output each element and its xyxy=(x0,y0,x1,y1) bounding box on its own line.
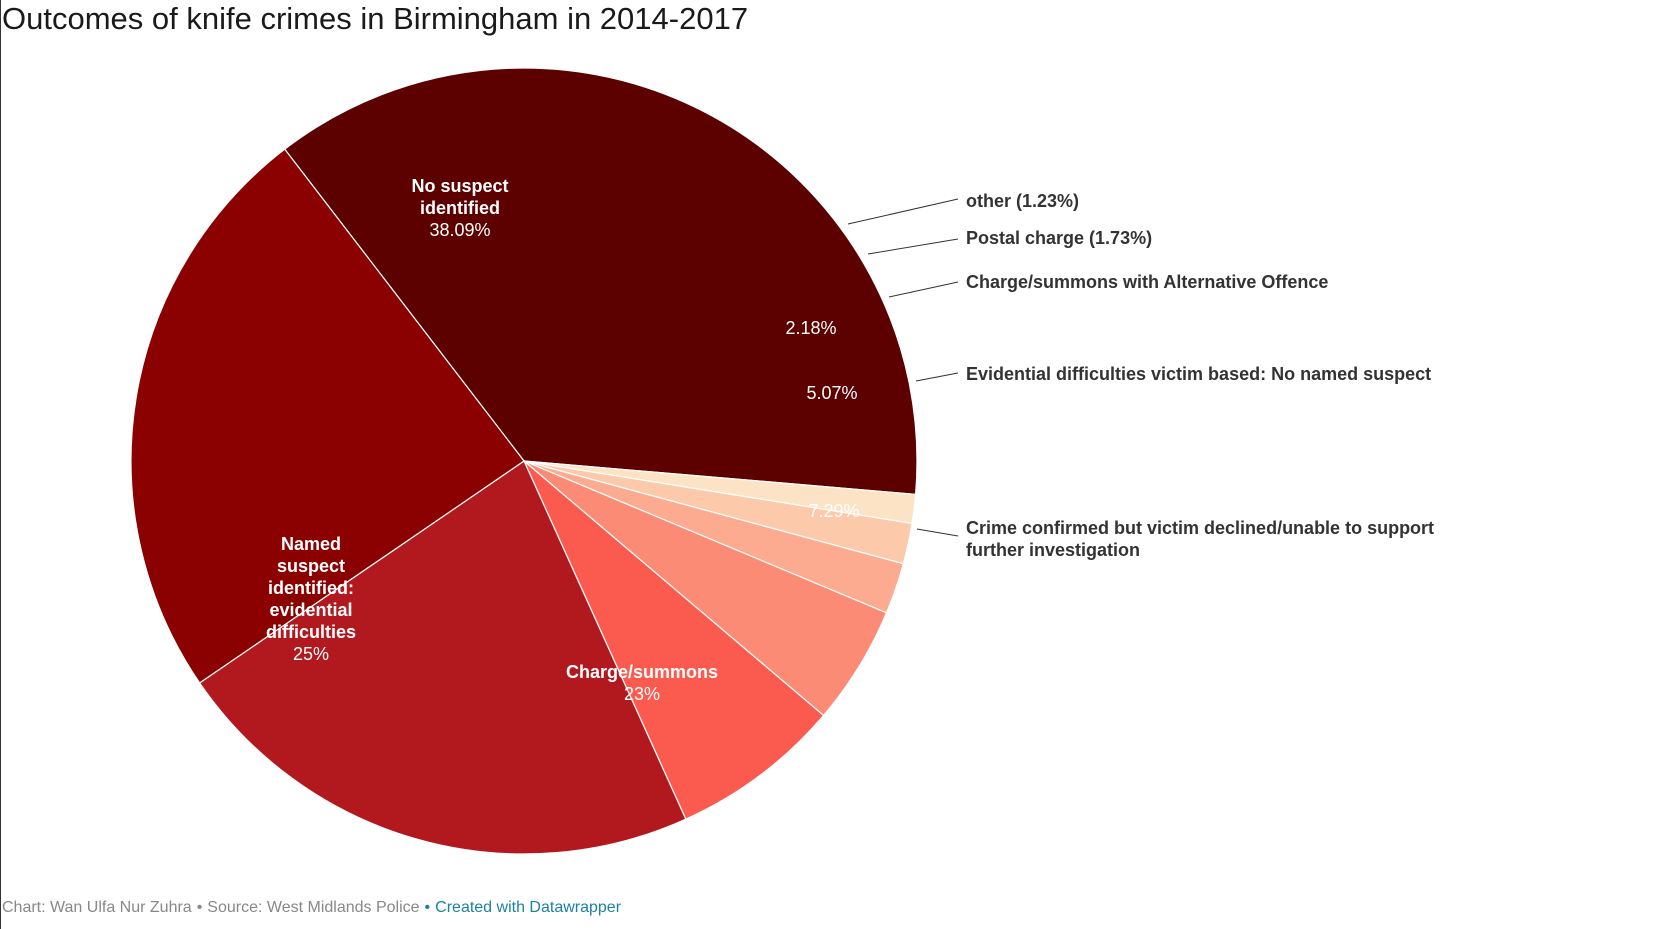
pie-labels: No suspect identified 38.09% 2.18% 5.07% 7.29… xyxy=(266,176,1434,704)
footer-byline: Chart: Wan Ulfa Nur Zuhra xyxy=(2,899,192,916)
pie-slice-crime-confirmed-but-victim-declined-unable-to-support-further-investigation xyxy=(523,460,825,820)
slice-inside-label-charge-summons: Charge/summons 23% xyxy=(566,662,718,704)
frame-edge xyxy=(0,0,1,929)
pie-slice-charge-summons xyxy=(198,460,687,855)
slice-outside-label-evidential-difficulties-victim-based-no-named-suspect: Evidential difficulties victim based: No… xyxy=(966,364,1431,384)
footer-separator-link: • xyxy=(424,899,431,916)
pie-slice-no-suspect-identified xyxy=(283,67,918,496)
slice-outside-label-other: other (1.23%) xyxy=(966,191,1079,211)
datawrapper-link[interactable]: Created with Datawrapper xyxy=(435,899,622,916)
pie-slices xyxy=(130,67,918,855)
slice-outside-label-charge-summons-with-alternative-offence: Charge/summons with Alternative Offence xyxy=(966,272,1328,292)
leader-line-postal-charge xyxy=(867,238,959,255)
leader-line-other xyxy=(847,198,959,225)
footer-separator: • xyxy=(196,899,203,916)
footer-source: Source: West Midlands Police xyxy=(207,899,420,916)
chart-title: Outcomes of knife crimes in Birmingham i… xyxy=(2,1,749,36)
chart-footer: Chart: Wan Ulfa Nur Zuhra • Source: West M… xyxy=(2,898,621,918)
slice-outside-label-postal-charge: Postal charge (1.73%) xyxy=(966,228,1152,248)
slice-inside-label-evidential-difficulties-victim-based-no-named-suspect: 5.07% xyxy=(806,383,857,403)
slice-inside-label-charge-summons-with-alternative-offence: 2.18% xyxy=(785,318,836,338)
slice-inside-label-no-suspect-identified: No suspect identified 38.09% xyxy=(411,176,508,240)
leader-line-crime-confirmed-but-victim-declined-unable-to-support-further-investigation xyxy=(916,528,959,537)
leader-line-charge-summons-with-alternative-offence xyxy=(888,281,959,298)
pie-slice-named-suspect-identified-evidential-difficulties xyxy=(130,148,525,684)
slice-inside-label-crime-confirmed-but-victim-declined-unable-to-support-further-investigation: 7.29% xyxy=(808,501,859,521)
slice-inside-label-named-suspect-identified-evidential-difficulties: Named suspect identified: evidential difficu… xyxy=(266,534,356,664)
slice-outside-label-crime-confirmed-but-victim-declined-unable-to-support-further-investigation: Crime confirmed but victim declined/unab… xyxy=(966,518,1434,560)
leader-line-evidential-difficulties-victim-based-no-named-suspect xyxy=(915,372,959,382)
